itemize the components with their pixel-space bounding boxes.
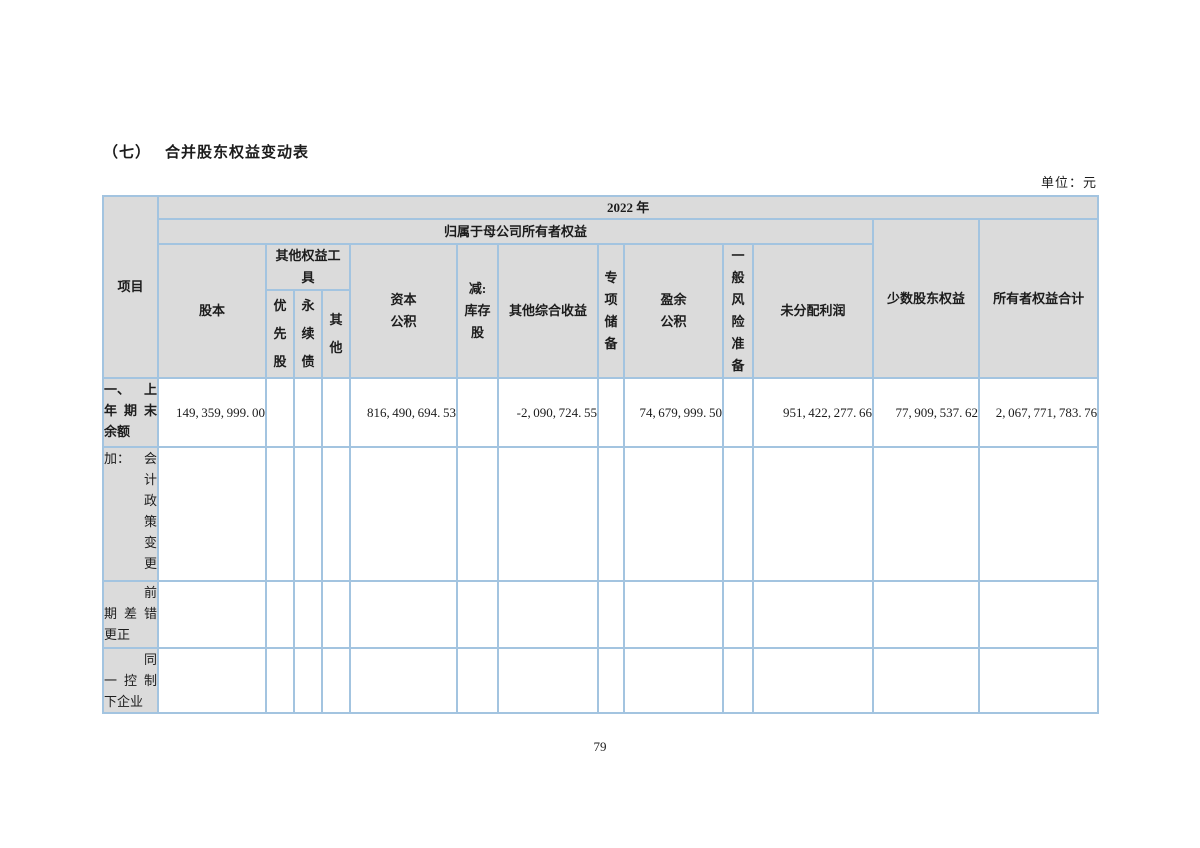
data-cell [752,647,874,714]
col-header-perpetual-bonds: 永 续 债 [293,289,323,379]
table-row: 前期差错更正 [102,580,1100,649]
data-cell [497,580,599,649]
data-cell [349,647,458,714]
data-cell [321,647,351,714]
table-row: 一、上年期末余额 149, 359, 999. 00 816, 490, 694. … [102,377,1100,448]
col-header-other-comprehensive-income: 其他综合收益 [497,243,599,379]
col-header-parent-equity: 归属于母公司所有者权益 [157,218,874,245]
data-cell [597,647,625,714]
data-cell [722,377,754,448]
data-cell [597,377,625,448]
equity-change-table: 项目 2022 年 归属于母公司所有者权益 少数股东权益 所有者权益合计 股本 … [102,195,1100,714]
data-cell [321,580,351,649]
row-label-cell: 前期差错更正 [102,580,159,649]
data-cell [265,446,295,582]
table-row: 同一控制下企业 [102,647,1100,714]
data-cell [977,647,1100,714]
data-cell [456,580,499,649]
header-row-columns: 股本 其他权益工 具 资本 公积 减: 库存 股 其他综合收益 专 项 储 备 … [103,243,1098,379]
data-cell [722,580,754,649]
data-cell [597,446,625,582]
data-cell [349,580,458,649]
data-cell [977,580,1100,649]
data-cell [456,446,499,582]
data-cell [872,580,980,649]
data-cell [623,647,724,714]
data-cell: 77, 909, 537. 62 [872,377,980,448]
data-cell: 149, 359, 999. 00 [157,377,267,448]
col-header-minority-interest: 少数股东权益 [872,218,980,379]
col-header-year: 2022 年 [156,195,1100,220]
data-cell [321,377,351,448]
col-header-item: 项目 [102,195,159,379]
section-number: （七） [103,145,152,161]
data-cell [265,377,295,448]
data-cell [321,446,351,582]
unit-label: 单位：元 [1040,175,1097,190]
col-header-surplus-reserve: 盈余 公积 [623,243,724,379]
page-title: 合并股东权益变动表 [165,145,310,161]
header-row-subcolumns: 优 先 股 永 续 债 其 他 [103,289,1098,379]
col-header-special-reserve: 专 项 储 备 [597,243,625,379]
data-cell [752,580,874,649]
data-cell [977,446,1100,582]
col-header-total-owners-equity: 所有者权益合计 [977,218,1100,379]
data-cell [293,377,323,448]
col-header-capital-reserve: 资本 公积 [349,243,458,379]
data-cell [597,580,625,649]
col-header-general-risk-reserve: 一 般 风 险 准 备 [722,243,754,379]
table-row: 加：会计政策变更 [102,446,1100,582]
col-header-preferred-shares: 优 先 股 [265,289,295,379]
data-cell [497,446,599,582]
col-header-other-instruments: 其 他 [321,289,351,379]
data-cell [722,647,754,714]
data-cell: 816, 490, 694. 53 [349,377,458,448]
data-cell [157,580,267,649]
data-cell [456,647,499,714]
data-cell [265,580,295,649]
header-row-group: 归属于母公司所有者权益 少数股东权益 所有者权益合计 [103,218,1100,379]
col-header-undistributed-profit: 未分配利润 [752,243,874,379]
data-cell [872,647,980,714]
data-cell [293,446,323,582]
data-cell: 74, 679, 999. 50 [623,377,724,448]
data-cell [293,647,323,714]
data-cell [157,647,267,714]
data-cell [872,446,980,582]
col-header-less-treasury-shares: 减: 库存 股 [456,243,499,379]
data-cell [623,446,724,582]
data-cell: -2, 090, 724. 55 [497,377,599,448]
data-cell [497,647,599,714]
data-cell [456,377,499,448]
data-cell [293,580,323,649]
data-cell [157,446,267,582]
data-cell [265,647,295,714]
data-cell [349,446,458,582]
row-label-cell: 同一控制下企业 [102,647,159,714]
data-cell [623,580,724,649]
row-label-cell: 一、上年期末余额 [102,377,159,448]
data-cell [752,446,874,582]
col-header-share-capital: 股本 [157,243,267,379]
col-header-other-equity-instruments: 其他权益工 具 [265,243,351,291]
header-row-year: 项目 2022 年 [102,195,1100,379]
data-cell: 951, 422, 277. 66 [752,377,874,448]
page-number: 79 [593,739,607,754]
data-cell [722,446,754,582]
data-cell: 2, 067, 771, 783. 76 [977,377,1100,448]
section-title: （七） 合并股东权益变动表 [103,141,309,162]
row-label-cell: 加：会计政策变更 [102,446,159,582]
